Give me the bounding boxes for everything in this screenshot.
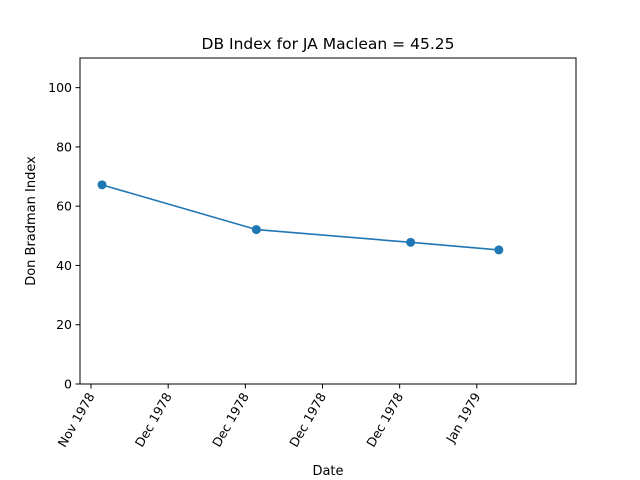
series-line — [101, 184, 499, 251]
plot-layer — [79, 57, 577, 385]
y-tick-label: 80 — [56, 139, 72, 154]
y-tick-label: 20 — [56, 317, 72, 332]
y-tick-label: 60 — [56, 199, 72, 214]
chart-title: DB Index for JA Maclean = 45.25 — [202, 35, 455, 53]
y-tick-label: 0 — [64, 377, 72, 392]
data-point-marker — [406, 237, 416, 247]
data-point-marker — [494, 245, 504, 255]
plot-frame — [79, 57, 577, 385]
y-tick-label: 40 — [56, 258, 72, 273]
data-point-marker — [97, 180, 107, 190]
series-layer — [97, 180, 504, 255]
y-axis-label: Don Bradman Index — [24, 156, 39, 286]
data-point-marker — [251, 225, 261, 235]
x-axis-label: Date — [312, 464, 343, 479]
y-tick-label: 100 — [48, 80, 72, 95]
